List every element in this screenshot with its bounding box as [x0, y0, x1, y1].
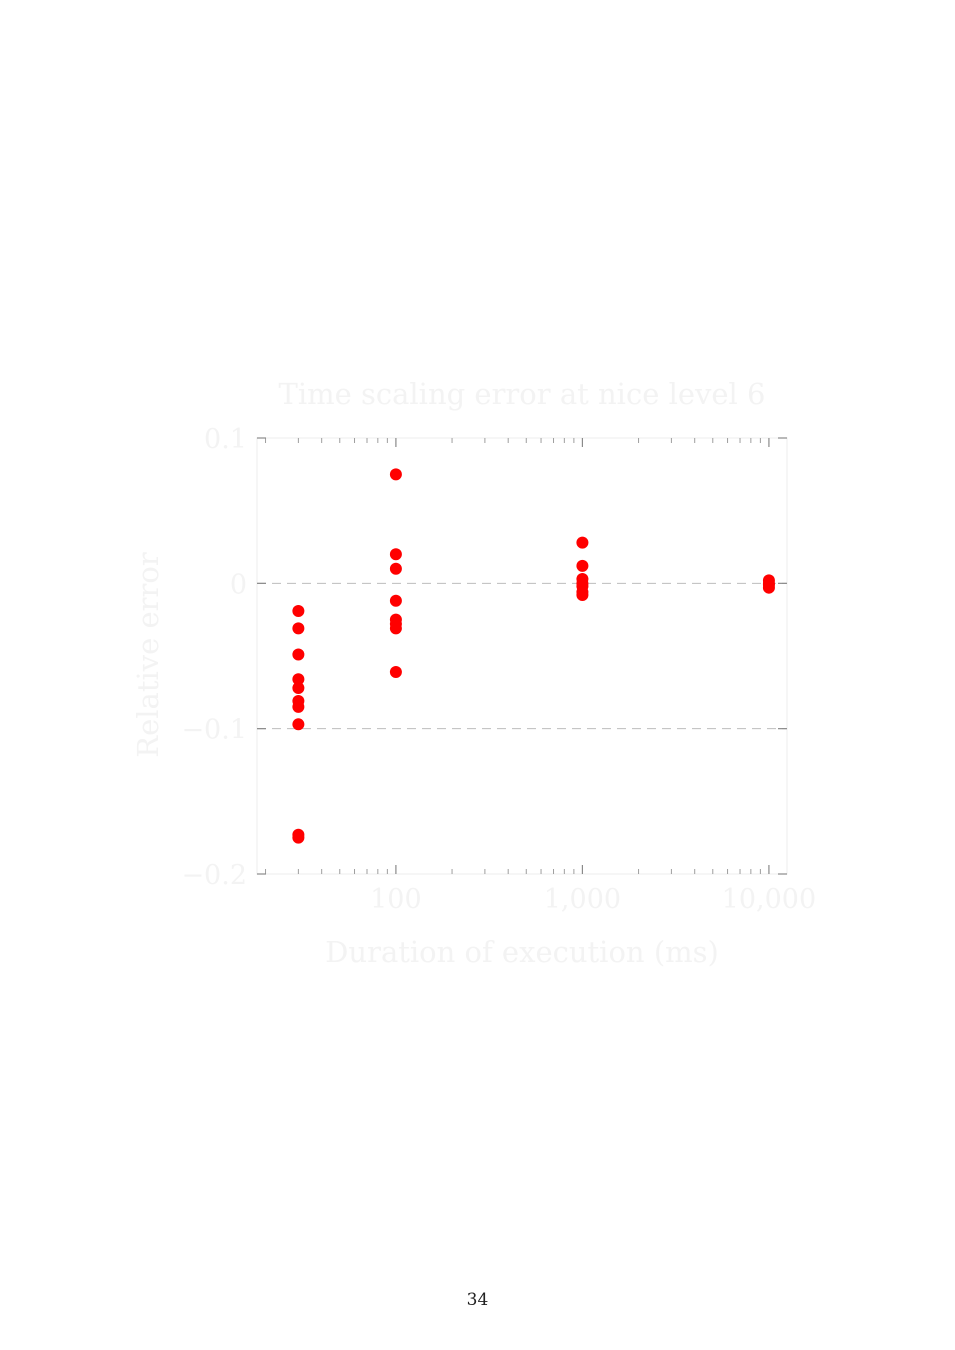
x-tick-label: 10,000 — [722, 884, 816, 915]
data-point — [389, 548, 402, 561]
data-point — [292, 718, 305, 731]
data-point — [389, 468, 402, 481]
data-point — [292, 604, 305, 617]
chart-title: Time scaling error at nice level 6 — [278, 377, 765, 411]
page-number: 34 — [466, 1290, 489, 1310]
data-point — [576, 536, 589, 549]
data-point — [576, 559, 589, 572]
plot-area-frame — [256, 437, 788, 875]
data-point — [389, 622, 402, 635]
data-point — [389, 562, 402, 575]
data-point — [292, 673, 305, 686]
data-point — [292, 681, 305, 694]
axis-ticks — [257, 437, 787, 875]
y-tick-label: −0.1 — [181, 715, 247, 746]
x-axis-label: Duration of execution (ms) — [325, 935, 719, 969]
data-point — [389, 594, 402, 607]
y-axis-label: Relative error — [131, 552, 165, 758]
grid-lines — [257, 582, 787, 730]
y-tick-label: −0.2 — [181, 860, 247, 891]
x-tick-label: 100 — [370, 884, 422, 915]
data-point — [292, 622, 305, 635]
y-tick-label: 0 — [230, 569, 247, 600]
data-point — [576, 588, 589, 601]
data-point — [762, 581, 775, 594]
data-point — [292, 648, 305, 661]
y-tick-label: 0.1 — [204, 424, 247, 455]
data-point — [292, 831, 305, 844]
x-tick-label: 1,000 — [544, 884, 621, 915]
data-point — [389, 665, 402, 678]
data-points — [292, 468, 775, 844]
tick-labels: 100 1,000 10,000 −0.2 −0.1 0 0.1 — [181, 424, 816, 915]
data-point — [292, 700, 305, 713]
